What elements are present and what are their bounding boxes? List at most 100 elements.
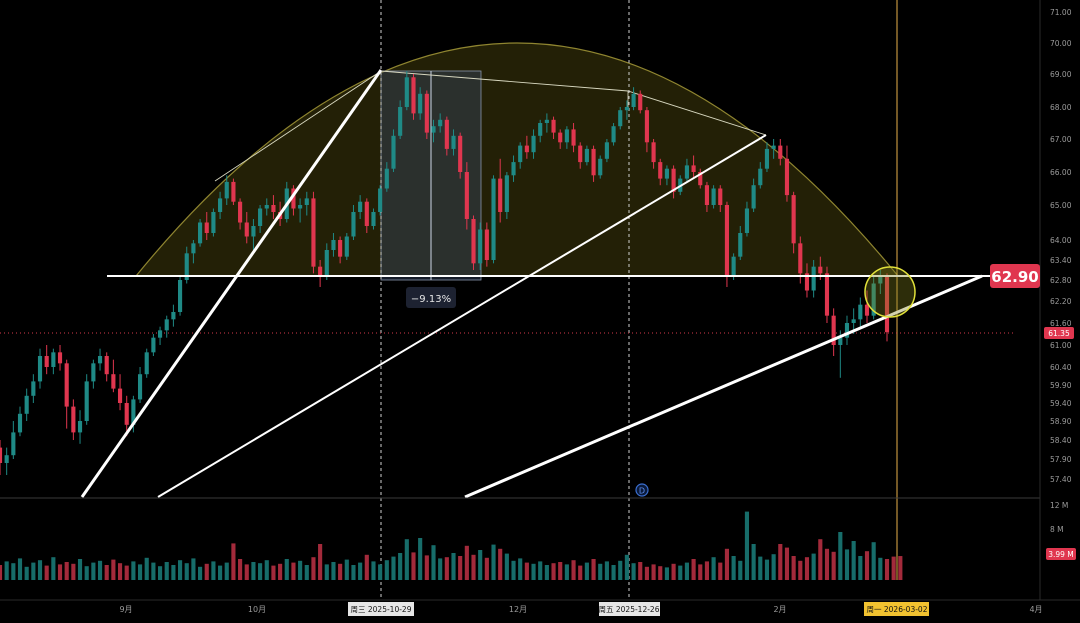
candle-body[interactable] — [64, 363, 69, 407]
candle-body[interactable] — [144, 352, 149, 375]
candle-body[interactable] — [258, 208, 263, 227]
candle-body[interactable] — [431, 126, 436, 133]
candle-body[interactable] — [778, 145, 783, 159]
candle-body[interactable] — [738, 233, 743, 257]
candle-body[interactable] — [151, 337, 156, 353]
candle-body[interactable] — [751, 185, 756, 209]
candle-body[interactable] — [658, 162, 663, 179]
candle-body[interactable] — [0, 447, 3, 463]
candle-body[interactable] — [804, 273, 810, 291]
candle-body[interactable] — [324, 250, 329, 277]
candle-body[interactable] — [418, 93, 423, 114]
candle-body[interactable] — [124, 403, 129, 425]
candle-body[interactable] — [44, 356, 49, 367]
candle-body[interactable] — [77, 421, 83, 433]
candle-body[interactable] — [424, 93, 429, 133]
candle-body[interactable] — [358, 201, 363, 212]
candle-body[interactable] — [651, 142, 656, 163]
candle-body[interactable] — [164, 319, 169, 331]
time-axis[interactable]: 9月 10月 12月 2月 4月 周三 2025-10-29 周五 2025-1… — [119, 602, 1043, 616]
candle-body[interactable] — [378, 188, 383, 213]
candle-body[interactable] — [111, 374, 116, 389]
candle-body[interactable] — [298, 205, 303, 209]
candle-body[interactable] — [531, 135, 536, 153]
candle-body[interactable] — [831, 315, 836, 345]
candle-body[interactable] — [344, 236, 349, 257]
candle-body[interactable] — [698, 172, 703, 186]
candle-body[interactable] — [758, 168, 763, 186]
candle-body[interactable] — [371, 212, 376, 226]
candle-body[interactable] — [578, 145, 583, 163]
candle-body[interactable] — [91, 363, 96, 382]
pattern-outline[interactable] — [214, 70, 767, 182]
candle-body[interactable] — [404, 77, 409, 107]
candle-body[interactable] — [104, 356, 109, 375]
candle-body[interactable] — [17, 413, 23, 433]
candle-body[interactable] — [544, 119, 549, 123]
candle-body[interactable] — [51, 352, 56, 367]
candle-body[interactable] — [244, 222, 249, 237]
candle-body[interactable] — [644, 110, 649, 143]
candle-body[interactable] — [271, 205, 276, 212]
candle-body[interactable] — [538, 123, 543, 136]
candle-body[interactable] — [638, 93, 643, 111]
candle-body[interactable] — [11, 432, 16, 456]
level-price-label[interactable]: 62.90 — [990, 264, 1040, 288]
candle-body[interactable] — [771, 145, 776, 149]
candle-body[interactable] — [218, 198, 223, 212]
candle-body[interactable] — [31, 381, 36, 396]
candle-body[interactable] — [318, 266, 323, 277]
candle-body[interactable] — [117, 388, 123, 403]
candle-body[interactable] — [764, 148, 770, 169]
candle-body[interactable] — [518, 145, 523, 163]
candle-body[interactable] — [57, 352, 63, 364]
candle-body[interactable] — [591, 148, 596, 176]
candle-body[interactable] — [598, 158, 603, 176]
candle-body[interactable] — [471, 219, 476, 264]
candle-body[interactable] — [224, 181, 229, 199]
candle-body[interactable] — [564, 129, 569, 143]
candle-body[interactable] — [311, 198, 316, 267]
candle-body[interactable] — [878, 276, 883, 284]
trendline-1[interactable] — [80, 69, 383, 498]
candle-body[interactable] — [851, 319, 856, 323]
candle-body[interactable] — [184, 253, 189, 280]
candle-body[interactable] — [551, 119, 556, 133]
candle-body[interactable] — [484, 229, 489, 261]
candle-body[interactable] — [84, 381, 89, 421]
candle-body[interactable] — [131, 399, 136, 425]
candle-body[interactable] — [704, 185, 709, 205]
candle-body[interactable] — [631, 93, 636, 107]
candle-body[interactable] — [884, 276, 890, 333]
candle-body[interactable] — [504, 175, 509, 212]
candle-body[interactable] — [71, 406, 76, 433]
candle-body[interactable] — [798, 243, 803, 274]
candle-body[interactable] — [231, 181, 236, 202]
candle-body[interactable] — [684, 165, 689, 179]
candle-body[interactable] — [97, 356, 103, 364]
candle-body[interactable] — [691, 165, 696, 172]
candle-body[interactable] — [198, 222, 203, 244]
candle-body[interactable] — [391, 135, 396, 169]
candle-body[interactable] — [264, 205, 269, 209]
candle-body[interactable] — [291, 188, 296, 209]
candle-body[interactable] — [384, 168, 389, 189]
candle-body[interactable] — [571, 129, 576, 146]
candle-body[interactable] — [838, 337, 843, 345]
candle-body[interactable] — [451, 135, 456, 149]
candle-body[interactable] — [444, 119, 449, 149]
dividend-marker[interactable]: D — [635, 483, 649, 497]
candle-body[interactable] — [211, 212, 216, 233]
candle-body[interactable] — [398, 107, 403, 136]
trendline-3[interactable] — [464, 274, 983, 499]
candle-body[interactable] — [604, 142, 609, 159]
candle-body[interactable] — [524, 145, 529, 153]
candle-body[interactable] — [818, 266, 823, 274]
candle-body[interactable] — [251, 226, 256, 237]
candle-body[interactable] — [871, 283, 876, 316]
candle-body[interactable] — [844, 323, 850, 338]
candle-body[interactable] — [157, 330, 163, 338]
candle-body[interactable] — [784, 158, 790, 196]
candle-body[interactable] — [498, 178, 503, 212]
